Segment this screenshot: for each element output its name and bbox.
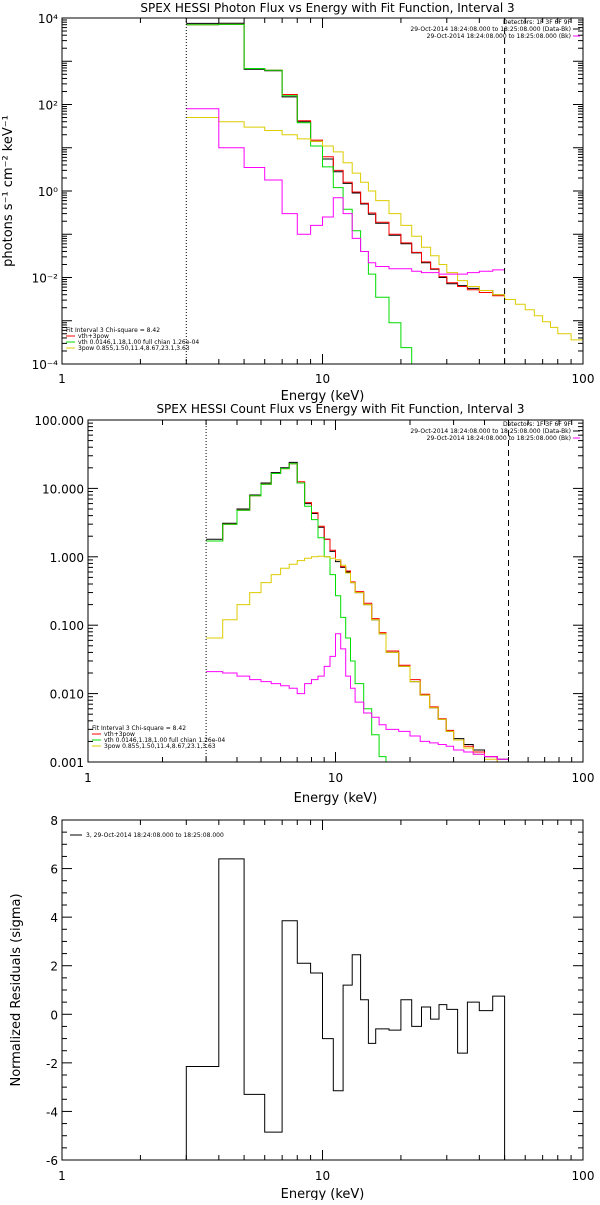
x-axis-label: Energy (keV) <box>281 1187 365 1200</box>
y-tick-label: 10⁴ <box>38 12 58 26</box>
x-tick-label: 1 <box>58 372 66 386</box>
legend-entry: vth 0.0146,1.18,1.00 full chian 1.26e-04 <box>104 737 225 744</box>
y-tick-label: -6 <box>46 1154 58 1168</box>
x-tick-label: 1 <box>58 1169 66 1183</box>
y-tick-label: 100.000 <box>34 414 84 428</box>
x-axis-label: Energy (keV) <box>294 791 378 806</box>
series-line-4 <box>186 108 505 275</box>
x-tick-label: 10 <box>315 372 330 386</box>
chart-1: SPEX HESSI Photon Flux vs Energy with Fi… <box>1 1 595 404</box>
y-tick-label: 0.010 <box>50 688 84 702</box>
series-group <box>185 858 506 1160</box>
series-line-0 <box>186 22 505 296</box>
legend-entry: vth 0.0146,1.18,1.00 full chian 1.26e-04 <box>78 339 199 346</box>
series-line-4 <box>206 633 509 760</box>
legend-entry: Detectors: 1F 3F 6F 9F <box>503 421 572 428</box>
x-tick-label: 100 <box>572 372 595 386</box>
legend-entry: 3pow 0.855,1.50,11.4,8.67,23.1,3.63 <box>78 345 190 352</box>
series-line-1 <box>206 463 509 762</box>
x-tick-label: 1 <box>84 771 92 785</box>
chart-3: 1 10 100 -6 -4 -2 0 2 4 6 8 Energy (keV) Normalized … <box>9 814 595 1202</box>
y-tick-label: 10⁻⁴ <box>32 358 59 372</box>
legend-entry: vth+3pow <box>104 731 135 738</box>
legend-entry: vth+3pow <box>78 333 109 340</box>
y-tick-label: 0 <box>50 1008 58 1022</box>
legend-entry: Detectors: 1F 3F 6F 9F <box>503 19 572 26</box>
x-tick-label: 10 <box>315 1169 330 1183</box>
series-line-2 <box>186 23 413 364</box>
x-tick-label: 100 <box>572 771 595 785</box>
y-tick-label: 10⁻² <box>32 272 59 286</box>
y-tick-label: 0.001 <box>50 756 84 770</box>
y-tick-label: 8 <box>50 814 58 828</box>
legend-entry: 29-Oct-2014 18:24:08.000 to 18:25:08.000… <box>410 26 571 33</box>
series-line-1 <box>186 23 505 297</box>
y-tick-label: 4 <box>50 911 58 925</box>
y-axis-label: Normalized Residuals (sigma) <box>9 893 24 1086</box>
legend-entry: 3, 29-Oct-2014 18:24:08.000 to 18:25:08.… <box>86 832 224 839</box>
y-tick-label: 2 <box>50 960 58 974</box>
x-tick-label: 10 <box>328 771 343 785</box>
series-line-0 <box>185 858 506 1160</box>
y-tick-label: -2 <box>46 1057 58 1071</box>
chart-2-title: SPEX HESSI Count Flux vs Energy with Fit… <box>156 402 524 416</box>
series-group <box>206 461 509 762</box>
chart-1-title: SPEX HESSI Photon Flux vs Energy with Fi… <box>140 1 514 15</box>
legend-entry: 29-Oct-2014 18:24:08.000 to 18:25:08.000… <box>427 435 571 442</box>
legend-entry: Fit Interval 3 Chi-square = 8.42 <box>92 725 186 732</box>
y-axis-label: photons s⁻¹ cm⁻² keV⁻¹ <box>1 115 16 267</box>
series-group <box>186 22 583 364</box>
series-line-0 <box>206 461 509 760</box>
y-tick-label: 6 <box>50 863 58 877</box>
legend-entry: 3pow 0.855,1.50,11.4,8.67,23.1,3.63 <box>104 743 216 750</box>
series-line-3 <box>206 555 498 762</box>
legend-entry: 29-Oct-2014 18:24:08.000 to 18:25:08.000… <box>427 33 571 40</box>
x-tick-label: 100 <box>572 1169 595 1183</box>
y-tick-label: 10² <box>38 99 58 113</box>
series-line-2 <box>206 463 387 762</box>
chart-2: SPEX HESSI Count Flux vs Energy with Fit… <box>34 402 594 806</box>
legend-entry: Fit Interval 3 Chi-square = 8.42 <box>66 327 160 334</box>
y-tick-label: 10⁰ <box>38 185 58 199</box>
legend-entry: 29-Oct-2014 18:24:08.000 to 18:25:08.000… <box>410 428 571 435</box>
y-tick-label: 1.000 <box>50 551 84 565</box>
y-tick-label: 10.000 <box>42 482 84 496</box>
y-tick-label: -4 <box>46 1105 58 1119</box>
series-line-3 <box>186 117 583 341</box>
y-tick-label: 0.100 <box>50 619 84 633</box>
x-axis-label: Energy (keV) <box>281 389 365 404</box>
